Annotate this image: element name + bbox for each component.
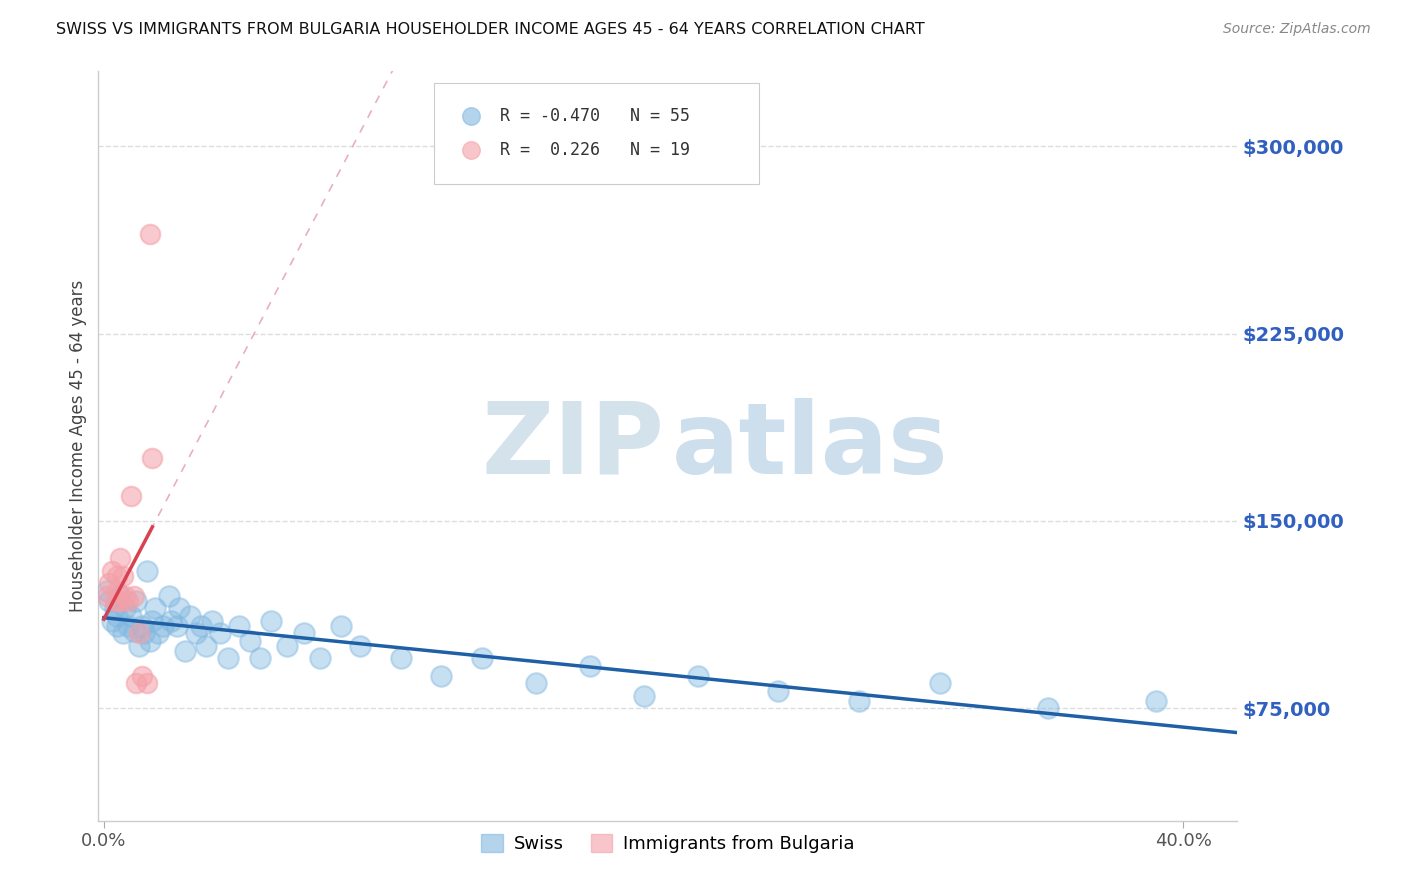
Point (160, 614, 183, 628)
Point (96, 589, 118, 603)
Point (134, 626, 156, 640)
Point (1144, 694, 1167, 708)
Point (768, 683, 790, 698)
Point (136, 564, 159, 578)
Point (524, 676, 547, 690)
Text: ZIP: ZIP (482, 398, 665, 494)
Point (184, 626, 207, 640)
Point (128, 626, 150, 640)
Point (430, 669, 453, 683)
Point (101, 564, 124, 578)
Point (111, 626, 134, 640)
Point (105, 619, 128, 633)
Text: Source: ZipAtlas.com: Source: ZipAtlas.com (1223, 22, 1371, 37)
Point (929, 676, 952, 690)
Point (173, 644, 195, 658)
Point (166, 619, 188, 633)
Point (308, 651, 330, 665)
Point (190, 619, 212, 633)
Point (117, 594, 139, 608)
Legend: Swiss, Immigrants from Bulgaria: Swiss, Immigrants from Bulgaria (474, 827, 862, 860)
Point (260, 614, 283, 628)
Point (125, 594, 148, 608)
Point (179, 608, 201, 623)
Point (136, 676, 159, 690)
Text: R =  0.226   N = 19: R = 0.226 N = 19 (501, 141, 690, 159)
Point (1038, 701, 1060, 715)
Point (330, 619, 353, 633)
Point (101, 614, 124, 628)
Point (105, 608, 128, 623)
Point (238, 633, 260, 648)
Point (98, 594, 121, 608)
Point (208, 626, 231, 640)
Point (848, 694, 870, 708)
Point (108, 551, 131, 566)
Point (104, 594, 127, 608)
Point (141, 451, 163, 466)
Point (974, 888, 997, 892)
Point (125, 676, 148, 690)
Point (105, 569, 128, 583)
Point (131, 669, 153, 683)
Point (217, 651, 239, 665)
Point (108, 594, 131, 608)
FancyBboxPatch shape (434, 83, 759, 184)
Point (131, 619, 153, 633)
Point (108, 589, 131, 603)
Point (96, 583, 118, 598)
Point (195, 639, 218, 653)
Point (98, 576, 121, 591)
Text: atlas: atlas (671, 398, 948, 494)
Point (349, 639, 371, 653)
Point (686, 669, 709, 683)
Point (471, 651, 494, 665)
Point (633, 689, 655, 703)
Point (120, 489, 142, 503)
Point (111, 569, 134, 583)
Point (138, 227, 160, 241)
Point (117, 619, 139, 633)
Point (104, 601, 127, 615)
Y-axis label: Householder Income Ages 45 - 64 years: Householder Income Ages 45 - 64 years (69, 280, 87, 612)
Point (114, 601, 136, 615)
Point (152, 619, 174, 633)
Point (143, 601, 166, 615)
Text: SWISS VS IMMIGRANTS FROM BULGARIA HOUSEHOLDER INCOME AGES 45 - 64 YEARS CORRELAT: SWISS VS IMMIGRANTS FROM BULGARIA HOUSEH… (56, 22, 925, 37)
Point (122, 589, 145, 603)
Point (128, 639, 150, 653)
Point (228, 619, 250, 633)
Point (122, 624, 145, 638)
Text: R = -0.470   N = 55: R = -0.470 N = 55 (501, 106, 690, 125)
Point (138, 633, 160, 648)
Point (146, 626, 169, 640)
Point (157, 589, 180, 603)
Point (276, 639, 298, 653)
Point (120, 608, 142, 623)
Point (169, 601, 191, 615)
Point (201, 614, 224, 628)
Point (292, 626, 315, 640)
Point (141, 614, 163, 628)
Point (389, 651, 412, 665)
Point (249, 651, 271, 665)
Point (105, 583, 128, 598)
Point (578, 658, 600, 673)
Point (114, 589, 136, 603)
Point (974, 888, 997, 892)
